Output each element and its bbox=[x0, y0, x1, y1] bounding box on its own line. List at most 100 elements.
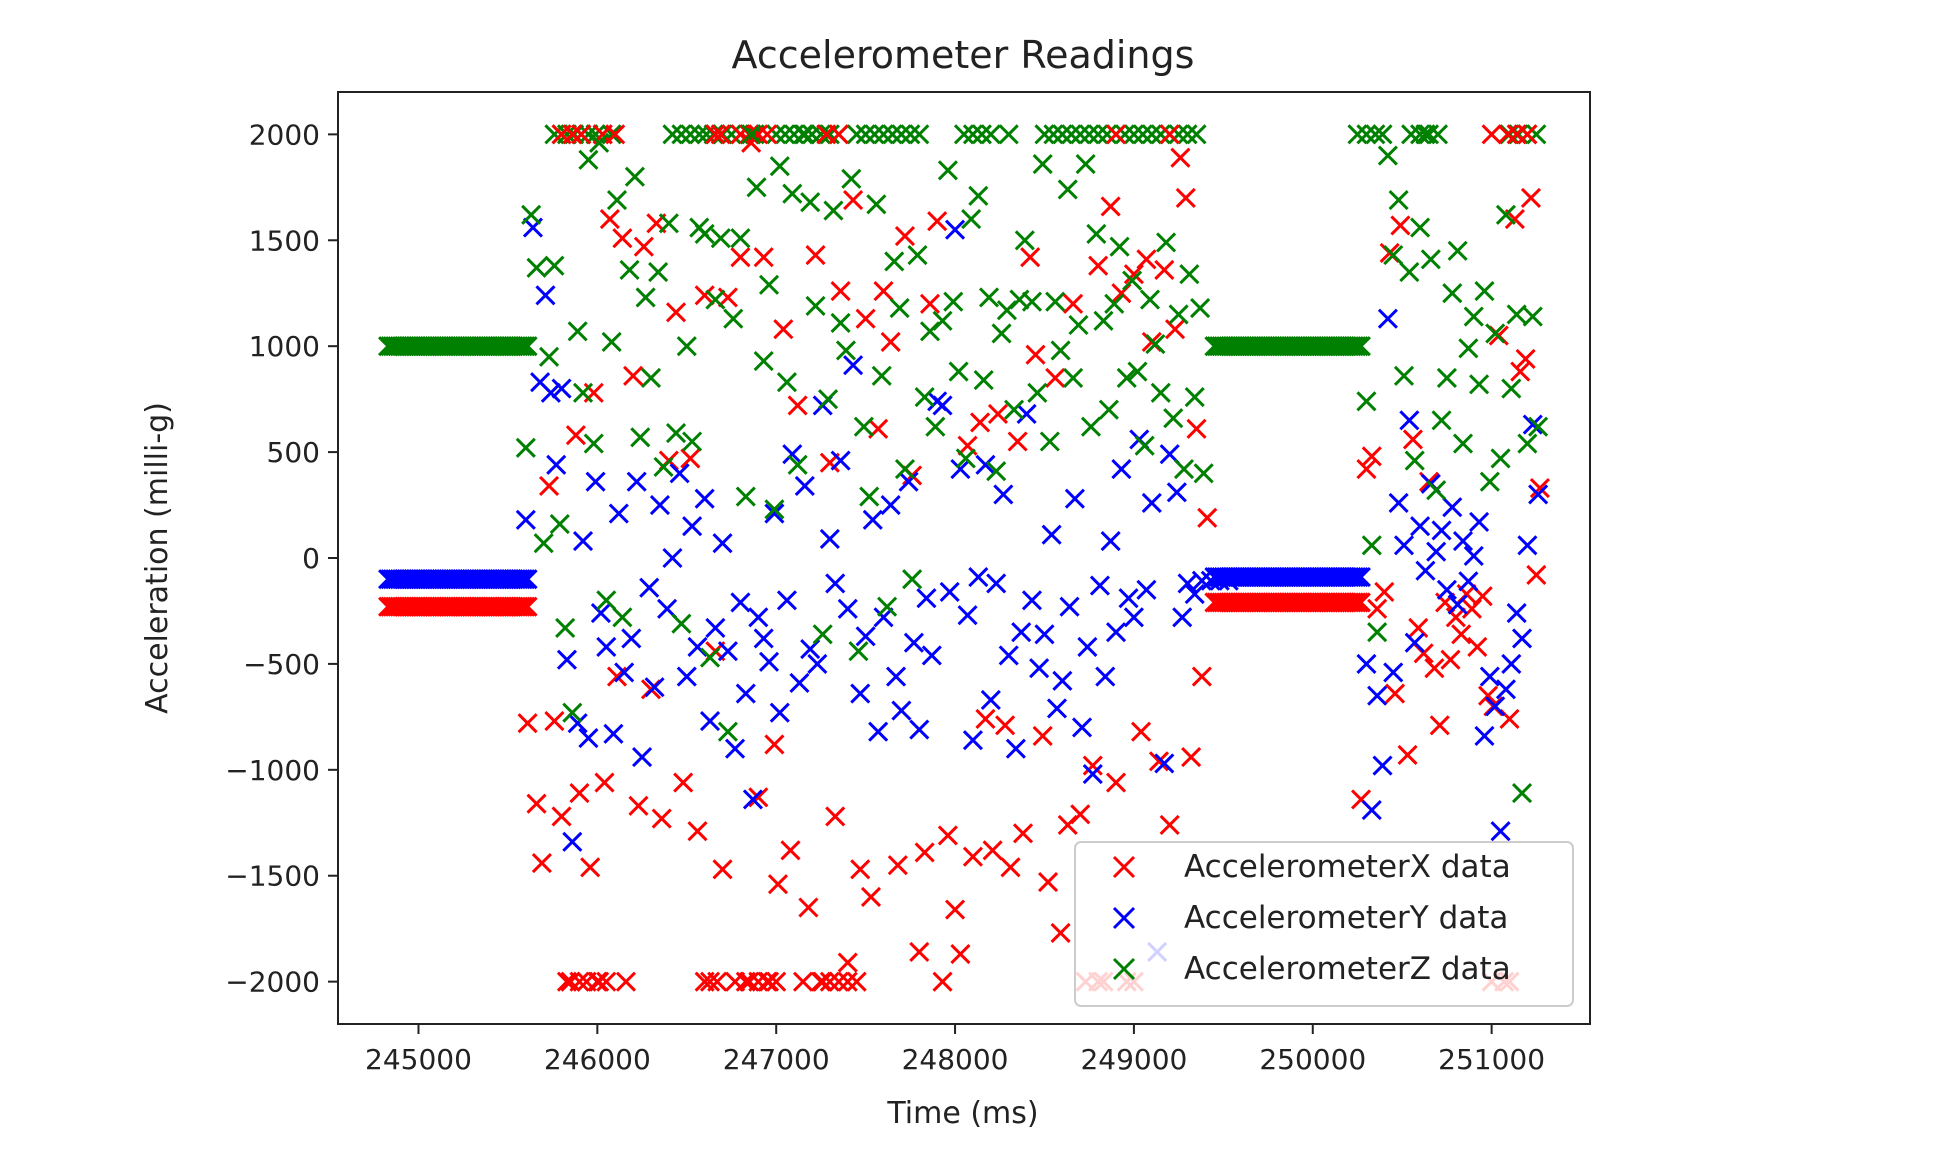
data-point-x bbox=[1515, 348, 1536, 369]
data-point-x bbox=[512, 596, 533, 617]
data-point-x bbox=[526, 793, 547, 814]
data-point-y bbox=[705, 617, 726, 638]
data-point-z bbox=[596, 590, 617, 611]
data-point-y bbox=[1367, 685, 1388, 706]
data-point-x bbox=[517, 713, 538, 734]
x-tick-label: 249000 bbox=[1080, 1043, 1187, 1076]
data-point-y bbox=[807, 653, 828, 674]
data-point-x bbox=[825, 806, 846, 827]
x-tick-label: 250000 bbox=[1259, 1043, 1366, 1076]
data-point-x bbox=[975, 708, 996, 730]
data-point-z bbox=[968, 185, 989, 206]
data-point-x bbox=[828, 971, 849, 992]
data-point-y bbox=[1522, 414, 1543, 435]
data-point-z bbox=[775, 124, 796, 145]
data-point-z bbox=[953, 124, 975, 145]
data-point-y bbox=[590, 603, 611, 624]
data-point-z bbox=[1141, 124, 1162, 145]
data-point-z bbox=[1173, 458, 1195, 480]
data-point-y bbox=[1016, 403, 1037, 425]
data-point-z bbox=[1522, 306, 1543, 327]
data-point-z bbox=[671, 124, 692, 145]
data-point-z bbox=[572, 382, 594, 403]
data-point-z bbox=[1168, 124, 1189, 145]
data-point-z bbox=[873, 124, 894, 145]
data-point-y bbox=[1111, 458, 1132, 480]
data-point-z bbox=[1004, 399, 1025, 420]
x-tick-label: 251000 bbox=[1438, 1043, 1545, 1076]
data-point-z bbox=[1383, 245, 1404, 266]
data-point-z bbox=[1045, 291, 1066, 312]
data-point-z bbox=[1122, 270, 1143, 291]
data-point-x bbox=[589, 971, 610, 992]
data-point-z bbox=[658, 213, 679, 234]
data-point-y bbox=[1452, 530, 1474, 552]
data-point-x bbox=[623, 365, 644, 386]
data-point-y bbox=[939, 581, 960, 602]
data-point-y bbox=[1071, 717, 1093, 738]
data-point-x bbox=[687, 821, 708, 842]
x-tick-label: 247000 bbox=[723, 1043, 830, 1076]
data-point-y bbox=[868, 721, 889, 742]
data-point-z bbox=[521, 204, 542, 225]
data-point-y bbox=[1100, 530, 1121, 552]
data-point-x bbox=[1000, 857, 1021, 878]
data-point-z bbox=[1068, 314, 1089, 336]
data-point-x bbox=[1451, 624, 1472, 645]
y-tick-label: 1500 bbox=[249, 224, 320, 257]
data-point-y bbox=[1415, 560, 1436, 581]
data-point-z bbox=[746, 177, 767, 198]
data-point-z bbox=[694, 223, 715, 244]
data-point-z bbox=[1410, 217, 1431, 238]
data-point-y bbox=[1123, 607, 1144, 628]
data-point-x bbox=[1136, 249, 1157, 270]
data-point-x bbox=[694, 285, 715, 306]
data-point-y bbox=[975, 454, 996, 475]
data-point-y bbox=[1166, 482, 1187, 503]
legend-marker-x bbox=[1112, 855, 1136, 879]
data-point-y bbox=[769, 702, 790, 723]
data-point-x bbox=[812, 971, 833, 992]
legend-box bbox=[1074, 841, 1574, 1007]
y-tick-label: −1000 bbox=[225, 754, 320, 787]
data-point-z bbox=[624, 166, 645, 187]
y-tick-label: 500 bbox=[267, 436, 320, 469]
data-point-z bbox=[1123, 124, 1144, 145]
data-point-x bbox=[1063, 293, 1084, 314]
y-tick-label: −500 bbox=[243, 648, 320, 681]
data-point-y bbox=[1200, 570, 1221, 591]
data-point-x bbox=[556, 971, 577, 992]
data-point-z bbox=[1079, 124, 1100, 145]
data-point-y bbox=[510, 569, 531, 590]
data-point-z bbox=[769, 156, 790, 177]
data-point-z bbox=[973, 370, 994, 391]
data-point-y bbox=[1077, 636, 1098, 658]
data-point-x bbox=[982, 840, 1003, 861]
data-point-x bbox=[1131, 721, 1152, 742]
data-point-y bbox=[782, 444, 803, 465]
legend-marker-y bbox=[1112, 906, 1136, 930]
data-point-z bbox=[1436, 367, 1457, 389]
data-point-z bbox=[1080, 416, 1102, 437]
data-point-y bbox=[562, 831, 583, 852]
data-point-y bbox=[1021, 590, 1043, 611]
data-point-z bbox=[696, 124, 717, 145]
data-point-y bbox=[1410, 516, 1431, 537]
data-point-y bbox=[909, 719, 930, 740]
data-point-x bbox=[1361, 446, 1382, 467]
data-point-x bbox=[710, 124, 731, 145]
data-point-x bbox=[1070, 804, 1091, 825]
data-point-z bbox=[810, 124, 831, 145]
data-point-z bbox=[601, 331, 622, 353]
data-point-z bbox=[891, 124, 912, 145]
data-point-x bbox=[937, 825, 958, 846]
y-axis-title: Acceleration (milli-g) bbox=[140, 402, 175, 714]
data-point-z bbox=[1098, 399, 1119, 420]
data-point-y bbox=[551, 378, 572, 399]
data-point-x bbox=[1356, 458, 1377, 480]
data-point-z bbox=[680, 124, 701, 145]
data-point-z bbox=[907, 245, 928, 266]
data-point-y bbox=[819, 528, 840, 549]
data-point-y bbox=[1399, 410, 1420, 431]
